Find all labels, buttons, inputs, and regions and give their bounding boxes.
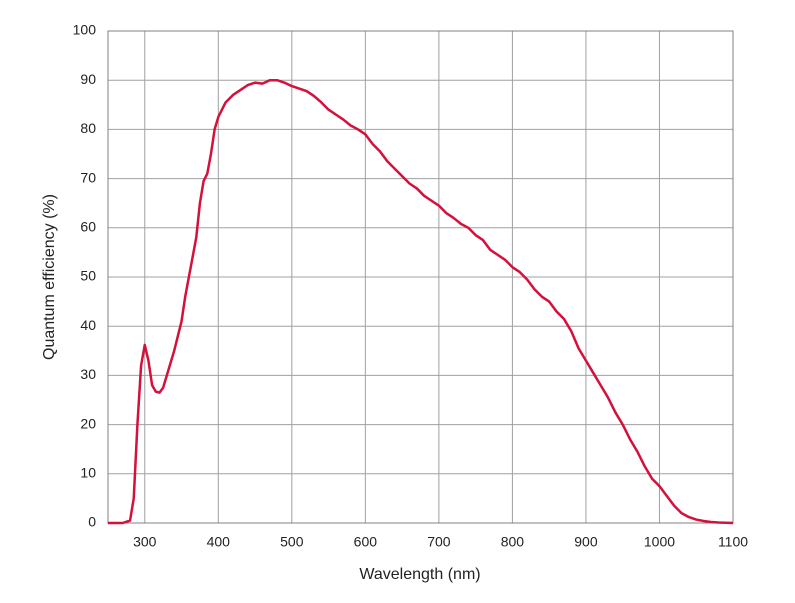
x-tick-label: 700 bbox=[427, 534, 451, 550]
y-tick-label: 60 bbox=[80, 219, 96, 235]
y-tick-label: 20 bbox=[80, 415, 96, 431]
x-axis-title: Wavelength (nm) bbox=[359, 566, 480, 583]
y-tick-label: 80 bbox=[80, 120, 96, 136]
plot-frame bbox=[107, 30, 734, 524]
x-tick-label: 800 bbox=[501, 534, 525, 550]
x-tick-label: 1100 bbox=[718, 534, 748, 550]
y-tick-label: 100 bbox=[73, 22, 97, 38]
y-tick-label: 50 bbox=[80, 268, 96, 284]
x-tick-label: 500 bbox=[280, 534, 304, 550]
data-line bbox=[108, 78, 734, 525]
y-tick-label: 30 bbox=[80, 366, 96, 382]
y-axis-title: Quantum efficiency (%) bbox=[41, 194, 58, 360]
x-tick-label: 600 bbox=[354, 534, 378, 550]
x-tick-label: 1000 bbox=[644, 534, 675, 550]
y-tick-label: 70 bbox=[80, 169, 96, 185]
x-tick-label: 300 bbox=[133, 534, 157, 550]
x-tick-label: 400 bbox=[207, 534, 231, 550]
y-tick-label: 40 bbox=[80, 317, 96, 333]
y-tick-label: 0 bbox=[88, 514, 96, 530]
x-tick-label: 900 bbox=[574, 534, 598, 550]
y-tick-label: 90 bbox=[80, 71, 96, 87]
y-tick-label: 10 bbox=[80, 465, 96, 481]
